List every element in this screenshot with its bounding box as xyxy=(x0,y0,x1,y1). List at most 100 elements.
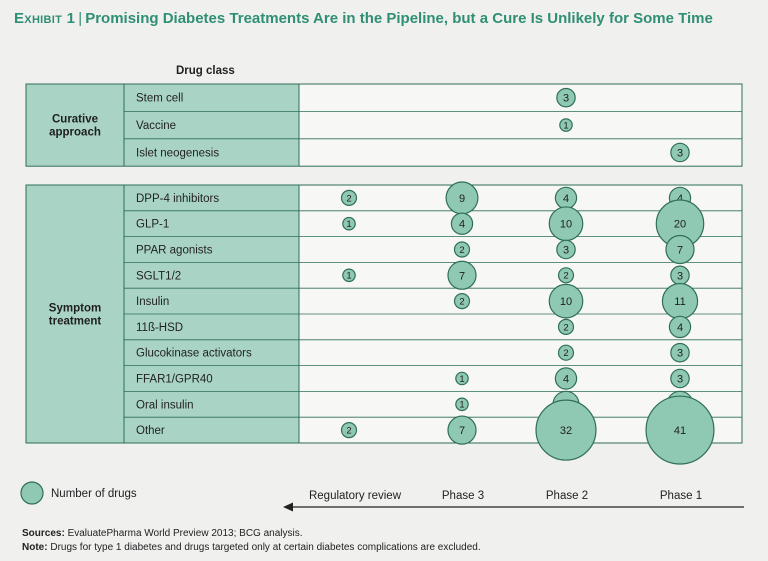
bubble-label-sglt1-2-regulatory-review: 1 xyxy=(346,271,351,282)
bubble-label-glp-1-phase-1: 20 xyxy=(674,219,686,231)
bubble-label-insulin-phase-3: 2 xyxy=(459,297,464,308)
plot-area xyxy=(299,84,742,167)
bubble-label-ppar-agonists-phase-3: 2 xyxy=(459,245,464,256)
bubble-stem-cell-phase-2 xyxy=(556,87,576,108)
bubble-oral-insulin-phase-3 xyxy=(455,397,469,412)
bubble-label-glp-1-phase-2: 10 xyxy=(560,219,572,231)
drug-class-vaccine: Vaccine xyxy=(136,120,176,132)
phase-label-regulatory-review: Regulatory review xyxy=(309,490,402,502)
bubble-label-other-phase-3: 7 xyxy=(459,425,465,437)
footer: Sources: EvaluatePharma World Preview 20… xyxy=(22,527,481,555)
bubble-label-other-phase-2: 32 xyxy=(560,425,572,437)
phase-label-phase-2: Phase 2 xyxy=(546,490,588,502)
bubble-ffar1-gpr40-phase-3 xyxy=(455,371,469,386)
drug-class-ppar-agonists: PPAR agonists xyxy=(136,245,213,257)
bubble-label-insulin-phase-1: 11 xyxy=(674,296,685,308)
bubble-sglt1-2-regulatory-review xyxy=(342,268,356,283)
chart-title: Exhibit 1 | Promising Diabetes Treatments … xyxy=(14,8,754,29)
bubble-sglt1-2-phase-3 xyxy=(447,260,477,290)
group-panel xyxy=(26,185,124,443)
bubble-label-ffar1-gpr40-phase-2: 4 xyxy=(563,373,569,385)
drug-class-insulin: Insulin xyxy=(136,296,169,308)
group-label-approach: approach xyxy=(49,127,101,139)
drug-class-ffar1-gpr40: FFAR1/GPR40 xyxy=(136,374,213,386)
phase-label-phase-3: Phase 3 xyxy=(442,490,484,502)
bubble-11-hsd-phase-1 xyxy=(668,315,692,339)
bubble-label-ppar-agonists-phase-2: 3 xyxy=(563,244,569,256)
group-label-treatment: treatment xyxy=(49,316,102,328)
bubble-glp-1-phase-3 xyxy=(450,212,474,235)
drug-class-sglt1-2: SGLT1/2 xyxy=(136,270,181,282)
bubble-label-islet-neogenesis-phase-1: 3 xyxy=(677,147,683,159)
title-text: Promising Diabetes Treatments Are in the… xyxy=(85,10,713,27)
bubble-vaccine-phase-2 xyxy=(559,118,573,132)
bubble-ppar-agonists-phase-3 xyxy=(453,241,471,258)
bubble-label-sglt1-2-phase-3: 7 xyxy=(459,270,465,282)
bubble-label-glucokinase-activators-phase-2: 2 xyxy=(563,348,568,359)
bubble-label-ffar1-gpr40-phase-1: 3 xyxy=(677,373,683,385)
bubble-other-phase-1 xyxy=(645,395,715,465)
sources-label: Sources: xyxy=(22,528,65,539)
drug-class-glp-1: GLP-1 xyxy=(136,219,169,231)
phase-label-phase-1: Phase 1 xyxy=(660,490,702,502)
bubble-11-hsd-phase-2 xyxy=(557,318,575,335)
bubble-dpp-4-inhibitors-regulatory-review xyxy=(340,189,358,206)
drug-class-panel xyxy=(124,84,299,167)
note-label: Note: xyxy=(22,542,48,553)
bubble-ppar-agonists-phase-2 xyxy=(556,239,576,260)
drug-class-glucokinase-activators: Glucokinase activators xyxy=(136,348,252,360)
drug-class-header: Drug class xyxy=(176,65,235,77)
title-separator: | xyxy=(78,10,83,27)
bubble-ffar1-gpr40-phase-1 xyxy=(670,368,690,389)
bubble-glp-1-regulatory-review xyxy=(342,216,356,231)
drug-class-other: Other xyxy=(136,425,165,437)
bubble-ppar-agonists-phase-1 xyxy=(665,234,695,265)
drug-class-11-hsd: 11ß-HSD xyxy=(136,322,183,334)
bubble-label-stem-cell-phase-2: 3 xyxy=(563,93,569,105)
bubble-label-sglt1-2-phase-2: 2 xyxy=(563,271,568,282)
drug-class-stem-cell: Stem cell xyxy=(136,93,183,105)
group-label-symptom: Symptom xyxy=(49,303,101,315)
bubble-label-11-hsd-phase-1: 4 xyxy=(677,322,683,334)
bubble-label-dpp-4-inhibitors-phase-2: 4 xyxy=(563,193,569,205)
bubble-islet-neogenesis-phase-1 xyxy=(670,142,690,163)
bubble-insulin-phase-2 xyxy=(548,283,584,319)
bubble-label-other-regulatory-review: 2 xyxy=(346,426,351,437)
note-line: Note: Drugs for type 1 diabetes and drug… xyxy=(22,541,481,555)
bubble-label-sglt1-2-phase-1: 3 xyxy=(677,270,683,282)
direction-arrow-head xyxy=(283,502,293,512)
bubble-glucokinase-activators-phase-1 xyxy=(670,342,690,363)
bubble-other-phase-2 xyxy=(535,399,597,461)
bubble-label-11-hsd-phase-2: 2 xyxy=(563,322,568,333)
group-panel xyxy=(26,84,124,167)
bubble-label-ffar1-gpr40-phase-3: 1 xyxy=(459,374,464,385)
sources-text: EvaluatePharma World Preview 2013; BCG a… xyxy=(67,528,303,539)
bubble-label-glucokinase-activators-phase-1: 3 xyxy=(677,348,683,360)
bubble-insulin-phase-3 xyxy=(453,293,471,310)
bubble-other-phase-3 xyxy=(447,415,477,445)
bubble-other-regulatory-review xyxy=(340,422,358,439)
bubble-glucokinase-activators-phase-2 xyxy=(557,344,575,361)
group-border xyxy=(25,83,743,167)
bubble-label-ppar-agonists-phase-1: 7 xyxy=(677,244,683,256)
note-text: Drugs for type 1 diabetes and drugs targ… xyxy=(50,542,481,553)
bubble-label-dpp-4-inhibitors-phase-3: 9 xyxy=(459,193,465,205)
group-border xyxy=(25,184,743,444)
bubble-label-glp-1-regulatory-review: 1 xyxy=(346,219,351,230)
group-label-curative: Curative xyxy=(52,114,98,126)
drug-class-islet-neogenesis: Islet neogenesis xyxy=(136,148,219,160)
bubble-label-oral-insulin-phase-3: 1 xyxy=(459,400,464,411)
legend-bubble xyxy=(20,481,44,505)
bubble-label-dpp-4-inhibitors-regulatory-review: 2 xyxy=(346,193,351,204)
drug-class-oral-insulin: Oral insulin xyxy=(136,399,194,411)
bubble-label-other-phase-1: 41 xyxy=(674,425,686,437)
bubble-sglt1-2-phase-2 xyxy=(557,267,575,284)
bubble-ffar1-gpr40-phase-2 xyxy=(554,367,578,390)
legend-label: Number of drugs xyxy=(51,488,137,500)
exhibit-label: Exhibit 1 xyxy=(14,10,76,27)
bubble-label-dpp-4-inhibitors-phase-1: 4 xyxy=(677,193,683,205)
bubble-label-glp-1-phase-3: 4 xyxy=(459,219,465,231)
drug-class-dpp-4-inhibitors: DPP-4 inhibitors xyxy=(136,193,219,205)
sources-line: Sources: EvaluatePharma World Preview 20… xyxy=(22,527,481,541)
